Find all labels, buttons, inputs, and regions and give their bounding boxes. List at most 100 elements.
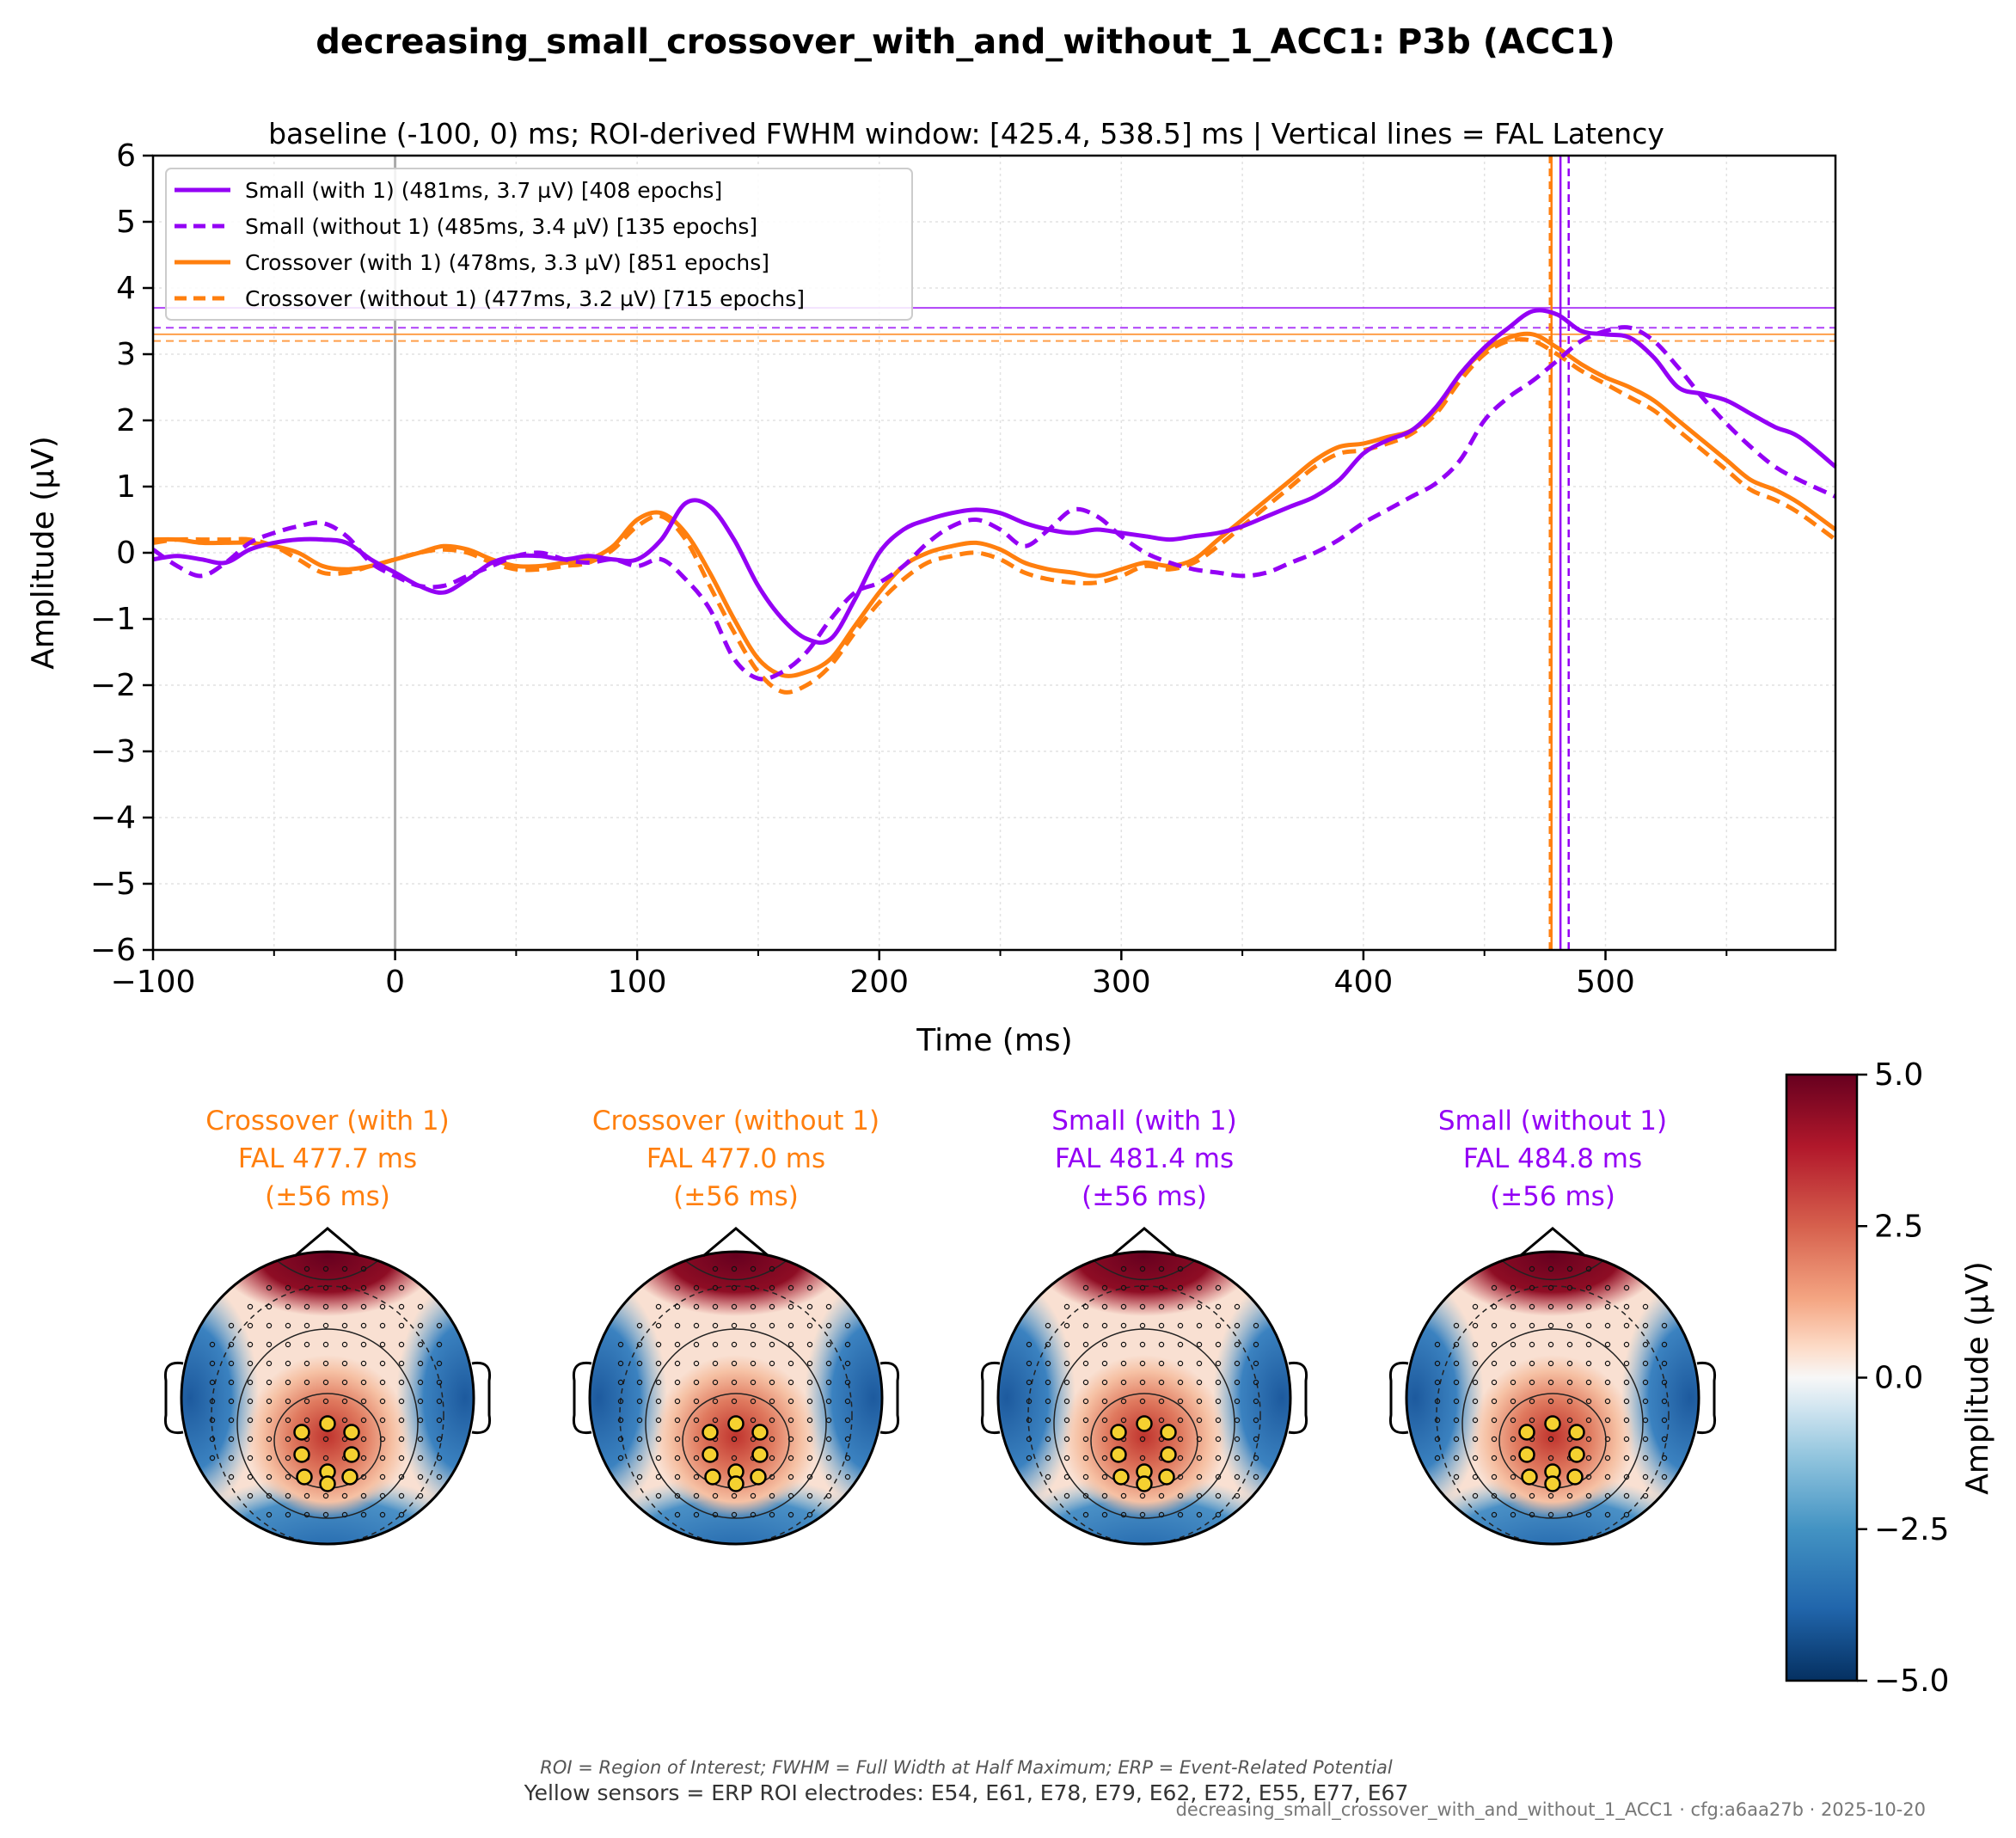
nose xyxy=(294,1227,361,1258)
roi-sensor xyxy=(1544,1475,1561,1492)
y-tick-label: −2 xyxy=(90,668,136,703)
topomap-1: Crossover (without 1) FAL 477.0 ms (±56 ms… xyxy=(572,1106,900,1546)
footer-roi-electrodes: Yellow sensors = ERP ROI electrodes: E54… xyxy=(524,1780,1409,1805)
colorbar-tick-label: −2.5 xyxy=(1874,1512,1949,1547)
topomap-field xyxy=(1406,1252,1699,1544)
roi-sensor xyxy=(293,1424,310,1441)
figure-title: decreasing_small_crossover_with_and_with… xyxy=(316,22,1615,62)
legend-label-2: Crossover (with 1) (478ms, 3.3 µV) [851 … xyxy=(245,250,769,275)
topomap-field xyxy=(998,1252,1290,1544)
x-tick-label: −100 xyxy=(111,965,196,1000)
legend-label-0: Small (with 1) (481ms, 3.7 µV) [408 epoc… xyxy=(245,178,722,203)
topomap-line3: (±56 ms) xyxy=(673,1181,799,1212)
y-tick-label: −5 xyxy=(90,867,136,902)
legend-label-3: Crossover (without 1) (477ms, 3.2 µV) [7… xyxy=(245,286,805,311)
roi-sensor xyxy=(704,1468,721,1486)
y-tick-label: −6 xyxy=(90,933,136,968)
topomap-field xyxy=(590,1252,882,1544)
nose xyxy=(1519,1227,1586,1258)
colorbar-label: Amplitude (µV) xyxy=(1960,1261,1995,1495)
roi-sensor xyxy=(1160,1424,1177,1441)
fal-latency-lines xyxy=(1548,156,1570,950)
roi-sensor xyxy=(1112,1468,1130,1486)
roi-sensor xyxy=(727,1475,745,1492)
topomap-line3: (±56 ms) xyxy=(1082,1181,1207,1212)
series-line-1 xyxy=(151,325,1837,682)
legend-box xyxy=(165,168,913,321)
right-ear xyxy=(1696,1361,1717,1435)
series-line-3 xyxy=(152,337,1837,695)
right-ear xyxy=(1288,1361,1308,1435)
nose xyxy=(702,1227,769,1258)
topomap-line3: (±56 ms) xyxy=(1490,1181,1615,1212)
topomap-title: Crossover (without 1) xyxy=(592,1106,879,1136)
right-ear xyxy=(471,1361,492,1435)
topomap-line2: FAL 481.4 ms xyxy=(1055,1143,1234,1174)
topomaps: Crossover (with 1)FAL 477.7 ms(±56 ms)Cr… xyxy=(163,1106,1717,1546)
topomap-line2: FAL 477.7 ms xyxy=(238,1143,417,1174)
topomap-field xyxy=(181,1252,474,1544)
roi-sensor xyxy=(343,1424,360,1441)
footer-meta: decreasing_small_crossover_with_and_with… xyxy=(1176,1799,1926,1821)
footer-abbreviations: ROI = Region of Interest; FWHM = Full Wi… xyxy=(540,1757,1393,1778)
roi-sensor xyxy=(1160,1446,1177,1463)
colorbar-tick-label: 5.0 xyxy=(1874,1057,1923,1093)
roi-sensor xyxy=(1544,1415,1561,1432)
erp-y-axis: −6 −5 −4 −3 −2 −1 0 1 2 3 4 5 6 xyxy=(90,138,153,968)
y-tick-label: −4 xyxy=(90,800,136,836)
series-line-0 xyxy=(152,308,1837,646)
chart-subtitle: baseline (-100, 0) ms; ROI-derived FWHM … xyxy=(268,117,1664,150)
y-tick-label: −3 xyxy=(90,734,136,769)
head-outline xyxy=(180,1250,475,1546)
roi-sensor xyxy=(293,1446,310,1463)
colorbar-tick-label: 2.5 xyxy=(1874,1209,1923,1244)
y-tick-label: 2 xyxy=(116,403,136,438)
x-tick-label: 0 xyxy=(385,965,405,1000)
roi-sensor xyxy=(702,1446,719,1463)
topomap-2: Small (with 1) FAL 481.4 ms (±56 ms) xyxy=(980,1106,1308,1546)
head-outline xyxy=(996,1250,1292,1546)
x-axis-label: Time (ms) xyxy=(916,1023,1072,1058)
roi-sensor xyxy=(750,1468,767,1486)
topomap-line2: FAL 477.0 ms xyxy=(646,1143,825,1174)
y-tick-label: 5 xyxy=(116,205,136,240)
x-tick-label: 400 xyxy=(1334,965,1394,1000)
legend: Small (with 1) (481ms, 3.7 µV) [408 epoc… xyxy=(165,168,913,321)
left-ear xyxy=(1388,1361,1409,1435)
series-line-2 xyxy=(152,331,1837,678)
topomap-0: Crossover (with 1) FAL 477.7 ms (±56 ms) xyxy=(163,1106,492,1546)
roi-sensor xyxy=(1158,1468,1175,1486)
x-tick-label: 300 xyxy=(1092,965,1151,1000)
right-ear xyxy=(879,1361,900,1435)
roi-sensor xyxy=(319,1415,336,1432)
roi-sensor xyxy=(296,1468,313,1486)
roi-sensor xyxy=(702,1424,719,1441)
roi-sensor xyxy=(1518,1424,1535,1441)
roi-sensor xyxy=(1110,1446,1127,1463)
colorbar-gradient xyxy=(1785,1073,1859,1682)
y-tick-label: 6 xyxy=(116,138,136,174)
topomap-title: Small (without 1) xyxy=(1438,1106,1667,1136)
erp-x-axis: −100 0 100 200 300 400 500 xyxy=(111,950,1728,1000)
roi-sensor xyxy=(343,1446,360,1463)
topomap-3: Small (without 1) FAL 484.8 ms (±56 ms) xyxy=(1388,1106,1717,1546)
roi-sensor xyxy=(751,1424,769,1441)
left-ear xyxy=(572,1361,592,1435)
topomap-line3: (±56 ms) xyxy=(265,1181,390,1212)
roi-sensor xyxy=(1136,1415,1153,1432)
head-outline xyxy=(588,1250,884,1546)
head-outline xyxy=(1405,1250,1700,1546)
roi-sensor xyxy=(1566,1468,1584,1486)
topomap-line2: FAL 484.8 ms xyxy=(1463,1143,1642,1174)
x-tick-label: 500 xyxy=(1576,965,1635,1000)
erp-waveforms xyxy=(151,308,1837,695)
x-tick-label: 200 xyxy=(849,965,909,1000)
roi-sensor xyxy=(1521,1468,1538,1486)
roi-sensor xyxy=(1518,1446,1535,1463)
topomap-title: Crossover (with 1) xyxy=(205,1106,450,1136)
x-tick-label: 100 xyxy=(608,965,667,1000)
topomap-title: Small (with 1) xyxy=(1051,1106,1237,1136)
left-ear xyxy=(980,1361,1001,1435)
roi-sensor xyxy=(727,1415,745,1432)
